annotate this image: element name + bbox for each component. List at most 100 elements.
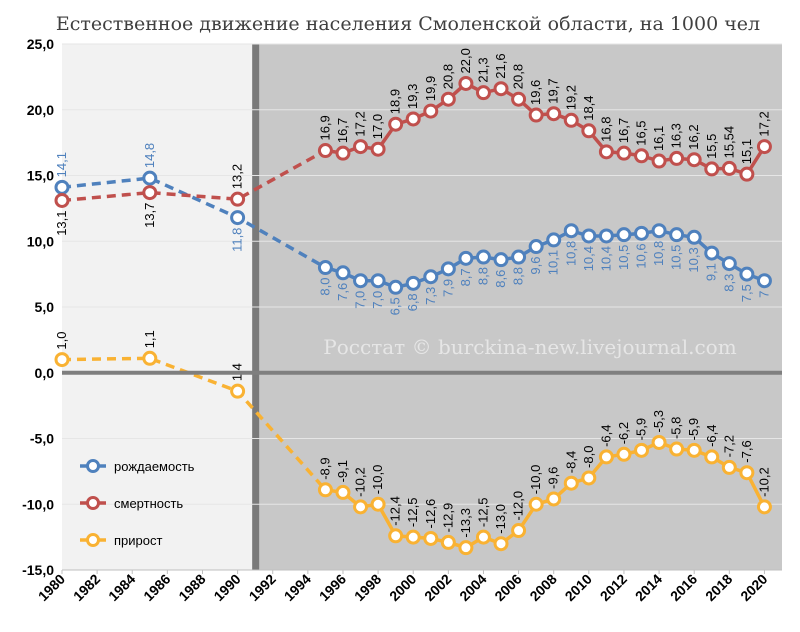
data-point xyxy=(317,260,333,276)
data-label: 13,1 xyxy=(54,210,69,235)
data-point xyxy=(230,210,246,226)
data-label: 1,0 xyxy=(54,332,69,350)
data-point xyxy=(54,192,70,208)
data-label: 17,0 xyxy=(370,114,385,139)
data-label: 8,8 xyxy=(475,267,490,285)
data-point xyxy=(230,191,246,207)
data-label: -12,5 xyxy=(405,497,420,527)
data-label: 1,1 xyxy=(142,330,157,348)
data-point xyxy=(563,475,579,491)
x-tick-label: 2016 xyxy=(667,571,700,604)
data-label: -12,9 xyxy=(440,503,455,533)
data-point xyxy=(756,139,772,155)
data-point xyxy=(54,352,70,368)
data-point xyxy=(634,442,650,458)
data-point xyxy=(353,273,369,289)
data-label: 16,7 xyxy=(335,118,350,143)
data-label: 22,0 xyxy=(458,48,473,73)
data-point xyxy=(598,144,614,160)
data-label: 10,5 xyxy=(669,245,684,270)
data-label: -10,2 xyxy=(756,467,771,497)
data-point xyxy=(511,249,527,265)
data-point xyxy=(651,434,667,450)
x-tick-label: 1990 xyxy=(210,571,243,604)
data-label: -10,0 xyxy=(370,465,385,495)
data-point xyxy=(739,166,755,182)
data-point xyxy=(528,107,544,123)
data-point xyxy=(651,153,667,169)
data-label: 15,5 xyxy=(704,134,719,159)
x-tick-label: 1994 xyxy=(281,571,314,604)
data-label: 9,6 xyxy=(528,257,543,275)
data-point xyxy=(546,232,562,248)
data-point xyxy=(353,139,369,155)
data-point xyxy=(317,482,333,498)
data-point xyxy=(739,465,755,481)
x-tick-label: 2008 xyxy=(526,571,559,604)
data-label: 8,7 xyxy=(458,268,473,286)
data-label: 14,1 xyxy=(54,152,69,177)
y-tick-label: 25,0 xyxy=(27,36,54,52)
data-label: 16,3 xyxy=(669,123,684,148)
legend-label: смертность xyxy=(114,496,183,511)
data-point xyxy=(721,256,737,272)
data-point xyxy=(686,442,702,458)
data-label: 21,3 xyxy=(475,57,490,82)
data-label: 18,4 xyxy=(581,95,596,120)
data-label: 8,0 xyxy=(317,278,332,296)
data-point xyxy=(353,499,369,515)
data-label: 13,2 xyxy=(230,164,245,189)
data-label: 10,6 xyxy=(634,243,649,268)
x-tick-label: 2006 xyxy=(491,571,524,604)
data-point xyxy=(581,470,597,486)
data-point xyxy=(440,534,456,550)
y-tick-label: 0,0 xyxy=(35,365,55,381)
data-point xyxy=(616,227,632,243)
data-label: 19,2 xyxy=(563,85,578,110)
data-label: -6,2 xyxy=(616,422,631,444)
data-label: -9,6 xyxy=(546,467,561,489)
data-point xyxy=(388,279,404,295)
data-point xyxy=(511,91,527,107)
data-label: 19,6 xyxy=(528,80,543,105)
series-line-dashed xyxy=(62,148,327,203)
x-tick-label: 2010 xyxy=(562,571,595,604)
data-point xyxy=(704,245,720,261)
data-point xyxy=(423,269,439,285)
data-point xyxy=(686,229,702,245)
data-label: -12,4 xyxy=(388,496,403,526)
data-point xyxy=(370,273,386,289)
data-label: 9,1 xyxy=(704,263,719,281)
data-point xyxy=(493,536,509,552)
data-point xyxy=(493,81,509,97)
data-label: 7 xyxy=(756,291,771,298)
data-label: -5,9 xyxy=(686,418,701,440)
x-tick-label: 1982 xyxy=(70,571,103,604)
data-label: 19,7 xyxy=(546,78,561,103)
data-label: 6,8 xyxy=(405,293,420,311)
x-tick-label: 2020 xyxy=(737,571,770,604)
data-label: -5,8 xyxy=(669,417,684,439)
data-point xyxy=(669,441,685,457)
x-tick-label: 2002 xyxy=(421,571,454,604)
data-label: 7,9 xyxy=(440,279,455,297)
data-label: -7,2 xyxy=(721,435,736,457)
data-label: -5,9 xyxy=(634,418,649,440)
data-point xyxy=(475,249,491,265)
chart-title: Естественное движение населения Смоленск… xyxy=(56,13,760,35)
data-point xyxy=(704,161,720,177)
data-point xyxy=(230,383,246,399)
data-label: -13,3 xyxy=(458,508,473,538)
y-tick-label: 20,0 xyxy=(27,102,54,118)
data-point xyxy=(405,529,421,545)
data-label: 20,8 xyxy=(511,64,526,89)
data-label: 16,9 xyxy=(317,115,332,140)
data-label: 7,3 xyxy=(423,287,438,305)
data-point xyxy=(142,350,158,366)
data-label: 10,8 xyxy=(651,241,666,266)
data-label: 8,3 xyxy=(721,274,736,292)
legend-label: прирост xyxy=(114,533,162,548)
data-label: 17,2 xyxy=(756,111,771,136)
data-point xyxy=(563,112,579,128)
